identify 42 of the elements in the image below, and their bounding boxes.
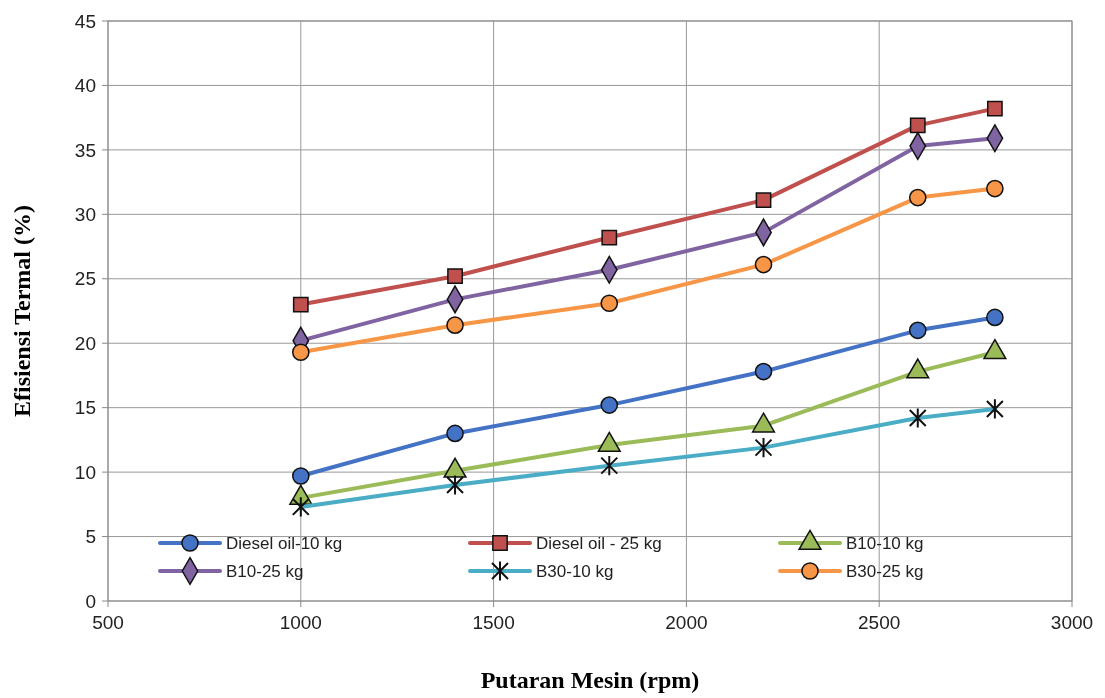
point bbox=[600, 396, 619, 414]
point bbox=[986, 308, 1004, 327]
point bbox=[292, 296, 309, 313]
point bbox=[986, 179, 1004, 198]
y-tick-label: 10 bbox=[74, 461, 96, 483]
legend-label: Diesel oil - 25 kg bbox=[536, 533, 662, 553]
y-tick-label: 15 bbox=[74, 397, 96, 419]
x-tick-label: 2500 bbox=[858, 612, 901, 633]
point bbox=[754, 255, 773, 274]
legend-label: B30-25 kg bbox=[846, 561, 924, 581]
point bbox=[446, 316, 464, 334]
y-tick-label: 0 bbox=[85, 590, 96, 612]
legend-label: B10-10 kg bbox=[846, 533, 924, 553]
legend-label: B30-10 kg bbox=[536, 561, 614, 581]
point bbox=[291, 467, 310, 485]
y-tick-label: 25 bbox=[74, 268, 96, 290]
y-axis-title: Efisiensi Termal (%) bbox=[9, 204, 35, 418]
point bbox=[908, 188, 927, 207]
y-tick-label: 45 bbox=[74, 10, 96, 32]
x-axis-title: Putaran Mesin (rpm) bbox=[480, 667, 700, 693]
y-tick-label: 40 bbox=[74, 75, 96, 97]
point bbox=[291, 343, 310, 362]
point bbox=[908, 321, 927, 340]
x-tick-label: 500 bbox=[92, 612, 124, 633]
point bbox=[986, 100, 1003, 117]
legend-label: B10-25 kg bbox=[226, 561, 304, 581]
x-tick-label: 1500 bbox=[472, 612, 515, 633]
x-tick-label: 2000 bbox=[665, 612, 708, 633]
x-tick-label: 3000 bbox=[1050, 612, 1094, 633]
point bbox=[909, 117, 926, 134]
x-tick-label: 1000 bbox=[279, 612, 322, 633]
legend-label: Diesel oil-10 kg bbox=[226, 533, 343, 553]
y-tick-label: 30 bbox=[74, 203, 96, 225]
point bbox=[446, 424, 464, 443]
point bbox=[600, 294, 619, 313]
y-tick-label: 35 bbox=[74, 139, 96, 161]
y-tick-label: 5 bbox=[85, 526, 96, 548]
point bbox=[601, 229, 618, 246]
point bbox=[754, 362, 773, 381]
y-tick-label: 20 bbox=[74, 332, 96, 354]
point bbox=[447, 268, 463, 285]
point bbox=[755, 192, 772, 209]
